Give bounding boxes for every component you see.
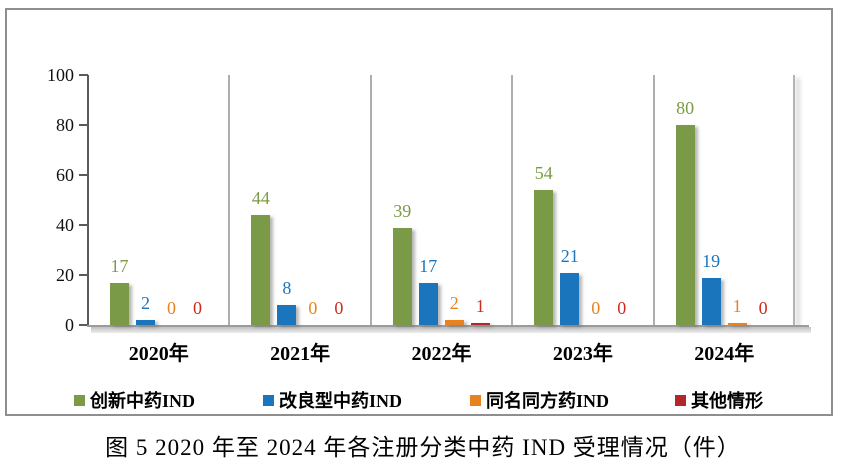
bar [560, 272, 580, 325]
y-tick-label: 100 [47, 65, 74, 85]
y-tick [79, 124, 88, 126]
x-axis-labels: 2020年 2021年 2022年 2023年 2024年 [88, 337, 795, 365]
legend-swatch [263, 395, 274, 406]
y-tick [79, 224, 88, 226]
legend: 创新中药IND 改良型中药IND 同名同方药IND 其他情形 [7, 387, 835, 413]
y-tick-label: 0 [65, 315, 74, 335]
bar [701, 277, 721, 325]
bar-value-label: 17 [419, 255, 438, 276]
plot-right-edge [793, 75, 795, 325]
bar-group: 80 19 1 0 [654, 75, 795, 325]
legend-item: 创新中药IND [74, 387, 195, 413]
bar-value-label: 54 [534, 163, 553, 183]
bar-value-label: 2 [449, 293, 459, 313]
baseline [87, 325, 809, 327]
bar-value-label: 44 [251, 188, 270, 208]
bar [727, 322, 747, 325]
bar [470, 322, 490, 325]
bar-value-label: 17 [110, 255, 129, 276]
bar-value-label: 0 [308, 298, 318, 318]
bar [418, 282, 438, 325]
bar-value-label: 0 [334, 298, 344, 318]
plot-area: 0 20 40 60 80 100 17 2 0 0 44 8 0 0 39 17 2 1 54 21 0 0 80 19 1 0 [47, 66, 811, 334]
bar [277, 305, 297, 325]
bar [534, 190, 554, 325]
bar-value-label: 1 [732, 295, 742, 316]
x-tick-label: 2024年 [694, 343, 755, 365]
bar [675, 125, 695, 325]
legend-label: 其他情形 [691, 391, 763, 411]
bar-value-label: 39 [393, 200, 412, 221]
bar-value-label: 0 [758, 298, 768, 318]
bar-value-label: 1 [475, 295, 485, 316]
bar [110, 282, 129, 325]
bar-value-label: 0 [167, 298, 176, 318]
bar-group: 44 8 0 0 [229, 75, 370, 325]
y-tick-label: 20 [56, 265, 74, 285]
bar-value-label: 80 [676, 98, 695, 118]
bar-group: 54 21 0 0 [512, 75, 653, 325]
legend-swatch [675, 395, 686, 406]
figure-caption: 图 5 2020 年至 2024 年各注册分类中药 IND 受理情况（件） [105, 435, 741, 460]
y-tick [79, 74, 88, 76]
bar-value-label: 8 [282, 278, 292, 298]
y-tick [79, 174, 88, 176]
legend-label: 同名同方药IND [486, 391, 610, 411]
bar-value-label: 0 [591, 298, 601, 318]
bar [136, 320, 155, 325]
y-tick-label: 60 [56, 165, 74, 185]
legend-item: 改良型中药IND [263, 387, 402, 413]
category-separator [369, 75, 372, 325]
x-tick-label: 2022年 [411, 343, 472, 365]
x-tick-label: 2023年 [552, 343, 613, 365]
bar-value-label: 19 [702, 250, 721, 271]
bar [251, 215, 271, 325]
legend-item: 其他情形 [675, 387, 763, 413]
bar-value-label: 2 [141, 293, 150, 313]
y-axis-line [87, 75, 89, 326]
bar [444, 320, 464, 325]
legend-swatch [470, 395, 481, 406]
bar-group: 39 17 2 1 [371, 75, 512, 325]
bar-value-label: 0 [617, 298, 627, 318]
y-tick [79, 274, 88, 276]
chart-box: 0 20 40 60 80 100 17 2 0 0 44 8 0 0 39 17 2 1 54 21 0 0 80 19 1 0… [5, 8, 833, 416]
legend-label: 创新中药IND [90, 391, 196, 411]
legend-label: 改良型中药IND [279, 391, 403, 411]
category-separator [228, 75, 231, 325]
x-tick-label: 2020年 [128, 343, 189, 365]
y-tick-label: 80 [56, 115, 74, 135]
x-tick-label: 2021年 [270, 343, 331, 365]
category-separator [511, 75, 514, 325]
bar-value-label: 0 [193, 298, 202, 318]
bar [392, 227, 412, 325]
bar-value-label: 21 [560, 245, 579, 266]
y-tick-label: 40 [56, 215, 74, 235]
legend-swatch [74, 395, 85, 406]
category-separator [652, 75, 655, 325]
legend-item: 同名同方药IND [470, 387, 609, 413]
baseline-shadow [91, 327, 811, 333]
bar-group: 17 2 0 0 [88, 75, 229, 325]
y-tick [79, 324, 88, 326]
